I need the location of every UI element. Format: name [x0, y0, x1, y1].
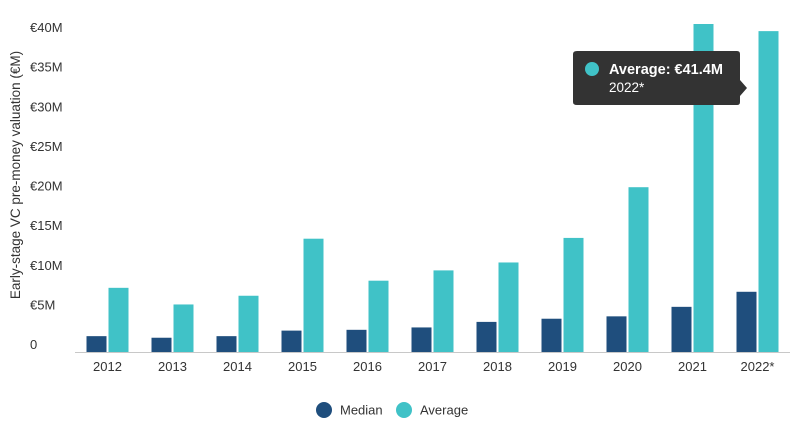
x-axis-ticks: 2012 2013 2014 2015 2016 2017 2018 2019 2020 2021… [93, 359, 774, 374]
legend-label-median: Median [340, 403, 383, 418]
x-tick-label: 2019 [548, 359, 577, 374]
bar-average [303, 238, 324, 352]
bar-average [563, 237, 584, 352]
bar-median [671, 306, 692, 352]
bar-average [433, 270, 454, 352]
bar-average [628, 187, 649, 352]
x-tick-label: 2021 [678, 359, 707, 374]
x-tick-label: 2015 [288, 359, 317, 374]
y-axis-title: Early-stage VC pre-money valuation (€M) [8, 51, 23, 299]
bar-median [411, 327, 432, 352]
x-tick-label: 2014 [223, 359, 252, 374]
bar-average [498, 262, 519, 352]
bar-average [173, 304, 194, 352]
y-axis-ticks: 0 €5M €10M €15M €20M €25M €30M €35M €40M [30, 20, 63, 352]
y-tick-label: €35M [30, 60, 63, 75]
bar-average [758, 31, 779, 353]
bar-median [86, 336, 107, 352]
y-tick-label: €40M [30, 20, 63, 35]
bar-median [281, 330, 302, 352]
legend-label-average: Average [420, 403, 468, 418]
bars [86, 24, 779, 353]
bar-median [216, 336, 237, 352]
tooltip-marker [585, 62, 599, 76]
y-tick-label: €15M [30, 218, 63, 233]
x-tick-label: 2020 [613, 359, 642, 374]
bar-average [693, 24, 714, 352]
x-tick-label: 2022* [741, 359, 775, 374]
x-tick-label: 2018 [483, 359, 512, 374]
bar-median [476, 321, 497, 352]
legend-marker-median [316, 402, 332, 418]
tooltip: Average: €41.4M 2022* [573, 51, 747, 105]
legend: Median Average [316, 402, 468, 418]
y-tick-label: 0 [30, 337, 37, 352]
x-tick-label: 2017 [418, 359, 447, 374]
y-tick-label: €5M [30, 297, 55, 312]
bar-average [368, 280, 389, 352]
y-tick-label: €10M [30, 258, 63, 273]
bar-average [238, 295, 259, 352]
bar-median [606, 316, 627, 352]
bar-median [151, 337, 172, 352]
y-tick-label: €25M [30, 139, 63, 154]
y-tick-label: €30M [30, 99, 63, 114]
bar-median [541, 318, 562, 352]
bar-average [108, 287, 129, 352]
y-tick-label: €20M [30, 179, 63, 194]
x-tick-label: 2016 [353, 359, 382, 374]
bar-median [346, 329, 367, 352]
tooltip-box [573, 51, 747, 105]
x-tick-label: 2012 [93, 359, 122, 374]
tooltip-subtitle: 2022* [609, 80, 645, 95]
bar-median [736, 291, 757, 352]
legend-marker-average [396, 402, 412, 418]
tooltip-title: Average: €41.4M [609, 62, 723, 78]
x-tick-label: 2013 [158, 359, 187, 374]
